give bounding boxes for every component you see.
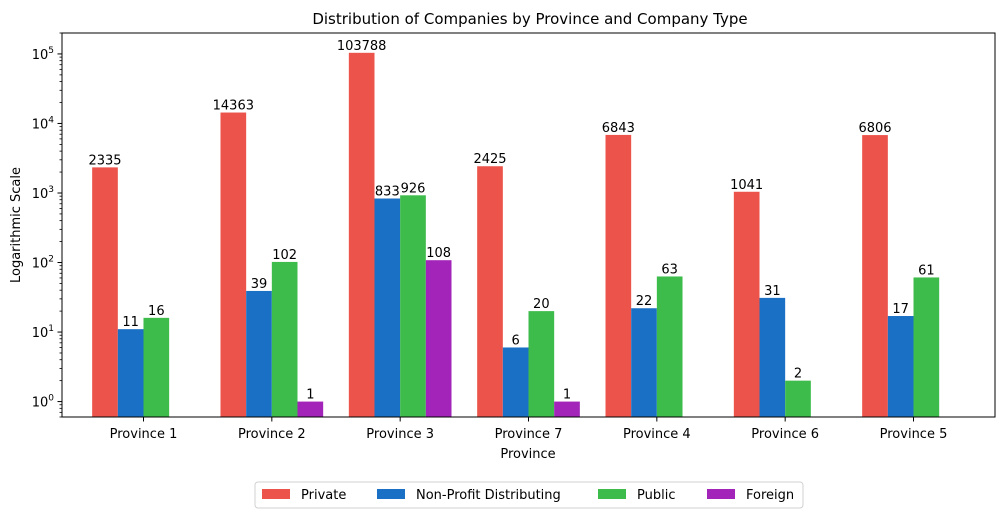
data-label-private-province-2: 14363 [213, 99, 254, 114]
bar-non-profit-distributing-province-1 [117, 329, 144, 417]
x-tick-label-province-7: Province 7 [495, 427, 563, 442]
bar-non-profit-distributing-province-5 [887, 316, 914, 417]
x-tick-label-province-2: Province 2 [238, 427, 306, 442]
legend-item-public: Public [598, 488, 675, 503]
legend-swatch-public [598, 489, 626, 499]
legend-swatch-foreign [707, 489, 735, 499]
bar-private-province-1 [92, 167, 118, 417]
bar-private-province-3 [348, 52, 375, 418]
data-label-public-province-4: 63 [661, 262, 678, 277]
data-label-private-province-1: 2335 [88, 153, 121, 168]
data-label-public-province-6: 2 [794, 367, 802, 382]
plot-area: 2335143631037882425684310416806113983362… [88, 39, 940, 418]
bar-public-province-4 [656, 276, 683, 417]
x-axis-label: Province [500, 447, 555, 462]
data-label-non-profit-distributing-province-7: 6 [512, 333, 520, 348]
bar-private-province-2 [220, 112, 247, 417]
y-tick-label: 100 [32, 394, 55, 411]
bar-non-profit-distributing-province-7 [502, 347, 529, 417]
data-label-non-profit-distributing-province-4: 22 [636, 294, 653, 309]
x-tick-label-province-5: Province 5 [880, 427, 948, 442]
legend-label-foreign: Foreign [746, 488, 794, 503]
data-label-public-province-2: 102 [272, 248, 297, 263]
data-label-public-province-5: 61 [918, 263, 935, 278]
chart-title: Distribution of Companies by Province an… [312, 10, 747, 28]
bar-public-province-7 [528, 311, 555, 417]
data-label-public-province-3: 926 [401, 181, 426, 196]
data-label-foreign-province-3: 108 [426, 246, 451, 261]
data-label-private-province-4: 6843 [602, 121, 635, 136]
bar-non-profit-distributing-province-6 [759, 297, 786, 417]
bar-public-province-3 [400, 195, 426, 417]
bar-foreign-province-3 [425, 260, 452, 417]
data-label-non-profit-distributing-province-5: 17 [892, 302, 909, 317]
x-tick-label-province-3: Province 3 [366, 427, 434, 442]
data-label-public-province-7: 20 [533, 297, 550, 312]
y-tick-label: 105 [32, 46, 54, 63]
x-tick-label-province-4: Province 4 [623, 427, 691, 442]
bar-private-province-7 [477, 166, 503, 417]
x-tick-label-province-6: Province 6 [751, 427, 819, 442]
bar-foreign-province-2 [297, 401, 324, 417]
data-label-private-province-6: 1041 [730, 178, 763, 193]
data-label-private-province-3: 103788 [337, 39, 387, 54]
y-tick-label: 101 [32, 324, 54, 341]
bar-private-province-4 [605, 134, 632, 417]
bar-public-province-5 [913, 277, 940, 417]
y-axis-label: Logarithmic Scale [9, 167, 24, 283]
data-label-foreign-province-2: 1 [306, 388, 314, 403]
data-label-non-profit-distributing-province-6: 31 [764, 284, 781, 299]
bar-private-province-6 [733, 191, 760, 417]
x-tick-label-province-1: Province 1 [110, 427, 178, 442]
bar-non-profit-distributing-province-4 [631, 308, 657, 417]
bar-non-profit-distributing-province-2 [246, 290, 272, 417]
legend-frame [254, 481, 804, 509]
bar-public-province-6 [785, 380, 811, 417]
legend-label-non-profit-distributing: Non-Profit Distributing [416, 488, 561, 503]
bar-public-province-2 [271, 261, 298, 417]
y-axis: 100 101 102 103 104 105 [32, 32, 62, 418]
legend-swatch-private [262, 489, 290, 499]
legend: Private Non-Profit Distributing Public Fore… [254, 481, 804, 509]
legend-swatch-non-profit-distributing [377, 489, 405, 499]
bar-public-province-1 [143, 317, 170, 417]
bar-non-profit-distributing-province-3 [374, 198, 401, 417]
y-tick-label: 102 [32, 255, 54, 272]
data-label-non-profit-distributing-province-2: 39 [251, 277, 268, 292]
x-axis: Province 1 Province 2 Province 3 Province 7… [110, 417, 948, 442]
data-label-private-province-5: 6806 [858, 121, 891, 136]
data-label-foreign-province-7: 1 [563, 388, 571, 403]
data-label-non-profit-distributing-province-1: 11 [122, 315, 139, 330]
y-tick-label: 104 [32, 115, 55, 132]
bar-private-province-5 [862, 135, 888, 417]
legend-item-non-profit-distributing: Non-Profit Distributing [377, 488, 561, 503]
legend-item-foreign: Foreign [707, 488, 794, 503]
bar-foreign-province-7 [554, 401, 580, 417]
data-label-private-province-7: 2425 [473, 152, 506, 167]
legend-label-private: Private [301, 488, 346, 503]
y-tick-label: 103 [32, 185, 54, 202]
data-label-non-profit-distributing-province-3: 833 [375, 185, 400, 200]
data-label-public-province-1: 16 [148, 304, 165, 319]
legend-item-private: Private [262, 488, 346, 503]
legend-label-public: Public [637, 488, 675, 503]
